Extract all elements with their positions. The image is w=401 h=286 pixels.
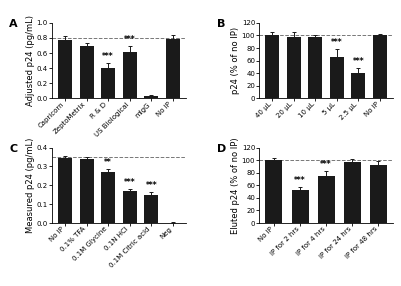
Bar [265,160,282,223]
Bar [308,37,322,98]
Text: ***: *** [352,57,364,66]
Bar [101,172,115,223]
Bar [144,195,158,223]
Text: ***: *** [146,181,157,190]
Bar [318,176,335,223]
Text: C: C [9,144,18,154]
Bar [287,37,301,98]
Bar [58,39,72,98]
Y-axis label: Eluted p24 (% of no IP): Eluted p24 (% of no IP) [231,137,240,234]
Y-axis label: p24 (% of no IP): p24 (% of no IP) [231,27,240,94]
Text: ***: *** [102,52,114,61]
Bar [166,39,180,98]
Bar [351,73,365,98]
Text: ***: *** [331,38,343,47]
Bar [370,164,387,223]
Bar [330,57,344,98]
Bar [373,35,387,98]
Text: A: A [9,19,18,29]
Y-axis label: Measured p24 (pg/mL): Measured p24 (pg/mL) [26,138,35,233]
Text: B: B [217,19,225,29]
Bar [144,96,158,98]
Bar [80,159,94,223]
Text: ***: *** [320,160,332,169]
Text: D: D [217,144,226,154]
Bar [123,191,137,223]
Bar [265,35,279,98]
Text: **: ** [104,158,112,167]
Bar [101,68,115,98]
Bar [58,158,72,223]
Bar [80,46,94,98]
Bar [344,162,361,223]
Bar [123,52,137,98]
Text: ***: *** [124,178,136,187]
Text: ***: *** [294,176,306,185]
Y-axis label: Adjusted p24 (pg/mL): Adjusted p24 (pg/mL) [26,15,35,106]
Bar [292,190,308,223]
Text: ***: *** [124,35,136,44]
